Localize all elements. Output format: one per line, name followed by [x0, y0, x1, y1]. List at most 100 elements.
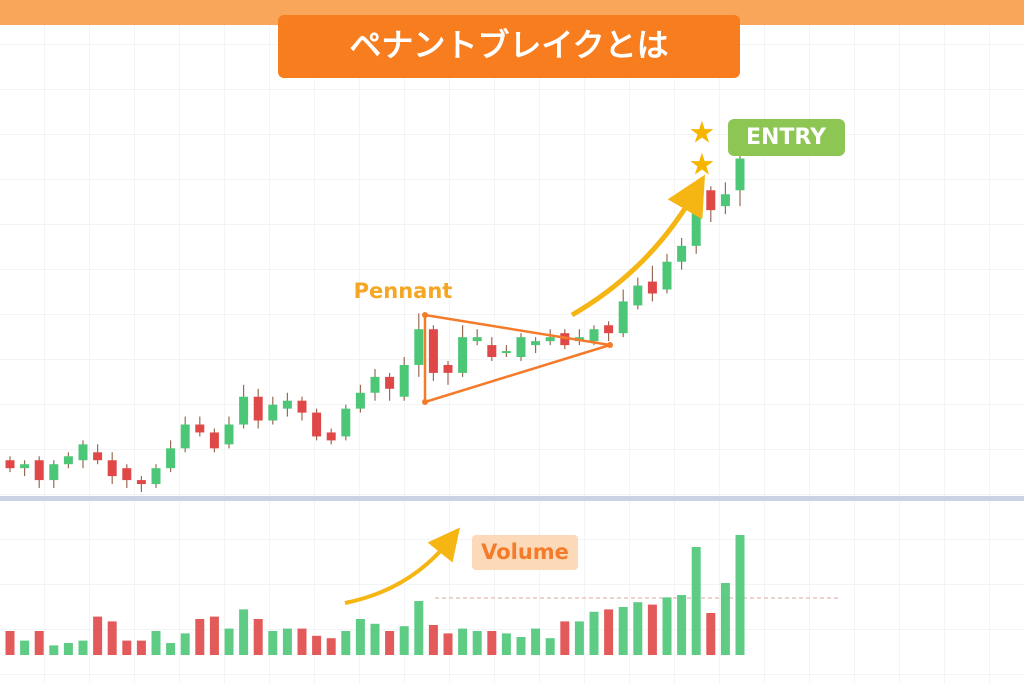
breakout-arrow [570, 174, 705, 318]
candle-body [20, 464, 30, 469]
volume-bar [545, 638, 555, 655]
title-box [278, 15, 740, 78]
candle-body [399, 364, 409, 397]
candle-body [5, 460, 15, 469]
pennant [422, 312, 613, 405]
candle-body [93, 452, 103, 461]
candle-body [589, 329, 599, 342]
candle-body [107, 460, 117, 477]
volume-bar [691, 547, 701, 655]
candle-body [63, 456, 73, 465]
volume-bar [560, 621, 570, 655]
candle-body [34, 460, 44, 481]
pennant-label: Pennant [354, 279, 453, 303]
volume-label: Volume [481, 540, 569, 564]
candle-body [487, 345, 497, 358]
candle-body [501, 351, 511, 354]
title: ペナントブレイクとは [349, 26, 668, 64]
volume-bar [195, 619, 205, 655]
volume-bar [63, 643, 73, 655]
volume-bar [531, 628, 541, 655]
candle-body [443, 364, 453, 373]
candle-body [458, 337, 468, 373]
volume-bar [662, 597, 672, 655]
candle-body [633, 285, 643, 306]
volume-bar [399, 626, 409, 655]
candle-body [341, 408, 351, 437]
volume-bar [166, 643, 176, 655]
candle-body [166, 448, 176, 469]
candle-body [151, 468, 161, 485]
candle-body [545, 337, 555, 342]
candle-body [312, 412, 322, 437]
volume-bar [341, 631, 351, 655]
volume-bar [93, 616, 103, 655]
entry-box [728, 119, 845, 156]
volume-bar [297, 628, 307, 655]
candle-body [647, 281, 657, 294]
volume-bar [735, 535, 745, 655]
pennant-point [607, 342, 613, 348]
star: ★ [689, 116, 716, 151]
volume-arrow [344, 527, 460, 605]
volume-bar [180, 633, 190, 655]
volume-bar [414, 601, 424, 655]
volume-bar [677, 595, 687, 655]
volume-bar [618, 607, 628, 655]
volume-bar [355, 619, 365, 655]
candle-body [677, 245, 687, 262]
volume-bar [633, 602, 643, 655]
candle-body [385, 376, 395, 389]
candle-body [282, 400, 292, 409]
volume-bar [34, 631, 44, 655]
volume-box [472, 535, 578, 570]
volume-bar [5, 631, 15, 655]
candle-body [720, 194, 730, 207]
volume-bar [49, 645, 59, 655]
pennant-lines [423, 313, 611, 404]
volume-bar [720, 583, 730, 655]
candle-body [706, 190, 716, 211]
volume-bar [501, 633, 511, 655]
volume-bar [370, 623, 380, 655]
candle-body [414, 329, 424, 365]
volume-bar [136, 640, 146, 655]
volume-bar [224, 628, 234, 655]
volume-bar [589, 611, 599, 655]
volume-bar [312, 635, 322, 655]
volume-bar [604, 609, 614, 655]
volume-bar [151, 631, 161, 655]
volume-bar [326, 638, 336, 655]
volume-bar [239, 609, 249, 655]
candle-body [355, 392, 365, 409]
volume-bar [472, 631, 482, 655]
volume-bar [20, 640, 30, 655]
candle-body [122, 468, 132, 481]
candle-body [239, 396, 249, 425]
candle-body [472, 337, 482, 342]
volume-bar [78, 640, 88, 655]
volume-bar [443, 633, 453, 655]
panel-divider [0, 496, 1024, 501]
candle-body [253, 396, 263, 421]
candle-body [326, 432, 336, 441]
candle-body [268, 404, 278, 421]
candle-body [78, 444, 88, 461]
candle-body [560, 333, 570, 346]
volume-bar [209, 616, 219, 655]
candle-body [297, 400, 307, 413]
volume-bar [122, 640, 132, 655]
candle-body [180, 424, 190, 449]
volume-bar [516, 637, 526, 655]
pennant-point [422, 399, 428, 405]
volume-bar [458, 628, 468, 655]
candle-body [428, 329, 438, 373]
volume-bar [647, 604, 657, 655]
volume-bar [282, 628, 292, 655]
candle-body [531, 341, 541, 346]
candle-body [604, 325, 614, 334]
candle-body [209, 432, 219, 449]
candle-body [49, 464, 59, 481]
